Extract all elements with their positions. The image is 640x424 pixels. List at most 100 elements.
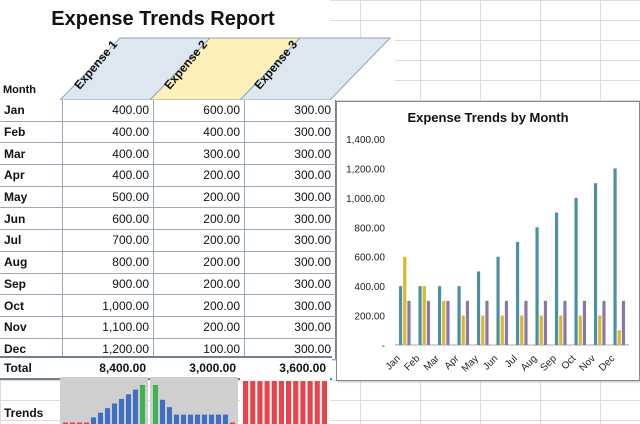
chart-bar[interactable] <box>515 242 520 345</box>
chart-bar[interactable] <box>617 330 621 345</box>
expense-1-cell[interactable]: 1,000.00 <box>62 294 154 317</box>
expense-3-cell[interactable]: 300.00 <box>244 316 336 339</box>
chart-bar[interactable] <box>418 286 422 345</box>
total-expense-2[interactable]: 3,000.00 <box>189 361 236 375</box>
chart-bar[interactable] <box>543 300 548 345</box>
expense-3-header[interactable]: Expense 3 <box>238 37 420 101</box>
chart-bar[interactable] <box>403 256 407 345</box>
expense-1-cell[interactable]: 1,100.00 <box>62 316 154 339</box>
chart-bar[interactable] <box>598 315 602 345</box>
total-label: Total <box>4 361 32 375</box>
chart-bar[interactable] <box>481 315 485 345</box>
chart-bar[interactable] <box>574 197 578 345</box>
chart-bar[interactable] <box>465 300 470 345</box>
x-tick-label: Jan <box>384 353 403 372</box>
expense-3-cell[interactable]: 300.00 <box>244 100 336 122</box>
month-cell: Jul <box>0 229 63 252</box>
chart-bar[interactable] <box>535 227 539 345</box>
expense-1-cell[interactable]: 800.00 <box>62 251 154 274</box>
chart-bar[interactable] <box>554 212 559 345</box>
expense-1-cell[interactable]: 500.00 <box>62 186 154 209</box>
sparkline-expense-3[interactable] <box>240 377 330 424</box>
chart-bar[interactable] <box>539 315 543 345</box>
expense-3-cell[interactable]: 300.00 <box>244 121 336 144</box>
table-row: Jul 700.00 200.00 300.00 <box>0 229 336 252</box>
expense-3-cell[interactable]: 300.00 <box>244 294 336 317</box>
expense-1-cell[interactable]: 400.00 <box>62 142 154 166</box>
expense-2-cell[interactable]: 400.00 <box>153 121 245 144</box>
sparkline-expense-1[interactable] <box>60 377 148 424</box>
chart-bar[interactable] <box>407 300 411 345</box>
chart-bar[interactable] <box>520 315 524 345</box>
expense-3-cell[interactable]: 300.00 <box>244 251 336 274</box>
expense-2-cell[interactable]: 200.00 <box>153 316 245 339</box>
chart-bar[interactable] <box>593 183 598 345</box>
expense-1-cell[interactable]: 400.00 <box>62 100 154 122</box>
expense-2-cell[interactable]: 200.00 <box>153 164 245 187</box>
expense-2-cell[interactable]: 100.00 <box>153 338 245 361</box>
chart-bar[interactable] <box>426 300 431 345</box>
chart-bar[interactable] <box>582 300 587 345</box>
expense-2-cell[interactable]: 200.00 <box>153 229 245 252</box>
expense-1-cell[interactable]: 400.00 <box>62 121 154 144</box>
expense-3-cell[interactable]: 300.00 <box>244 186 336 209</box>
chart-bar[interactable] <box>485 300 489 345</box>
chart-bar[interactable] <box>613 168 617 345</box>
expense-2-cell[interactable]: 600.00 <box>153 100 245 122</box>
chart-bar[interactable] <box>563 300 567 345</box>
expense-3-cell[interactable]: 300.00 <box>244 164 336 187</box>
chart-bar[interactable] <box>578 315 582 345</box>
chart-bar[interactable] <box>437 286 442 345</box>
sparkline-bar <box>118 398 125 424</box>
expense-1-cell[interactable]: 600.00 <box>62 207 154 231</box>
expense-1-cell[interactable]: 700.00 <box>62 229 154 252</box>
expense-3-cell[interactable]: 300.00 <box>244 273 336 296</box>
month-header: Month <box>3 84 36 96</box>
chart-bar[interactable] <box>461 315 465 345</box>
chart-bar[interactable] <box>422 286 426 345</box>
sparkline-bar <box>278 381 284 424</box>
expense-3-cell[interactable]: 300.00 <box>244 207 336 231</box>
expense-2-cell[interactable]: 300.00 <box>153 142 245 166</box>
sparkline-expense-2[interactable] <box>150 377 238 424</box>
expense-2-cell[interactable]: 200.00 <box>153 251 245 274</box>
expense-2-cell[interactable]: 200.00 <box>153 273 245 296</box>
sparkline-bar <box>159 399 166 424</box>
y-tick-label: 1,200.00 <box>346 164 385 175</box>
table-row: Aug 800.00 200.00 300.00 <box>0 251 336 274</box>
chart-bar[interactable] <box>602 300 606 345</box>
chart-bar[interactable] <box>621 300 626 345</box>
x-tick-label: Feb <box>402 353 422 373</box>
chart-bar[interactable] <box>524 300 528 345</box>
total-expense-1[interactable]: 8,400.00 <box>99 361 146 375</box>
sparkline-bar <box>321 381 327 424</box>
sparkline-bar <box>307 381 313 424</box>
sparkline-bar <box>90 417 97 424</box>
total-expense-3[interactable]: 3,600.00 <box>279 361 326 375</box>
expense-2-cell[interactable]: 200.00 <box>153 186 245 209</box>
expense-chart[interactable]: Expense Trends by Month - 200.00 400.00 600… <box>336 101 640 381</box>
expense-2-cell[interactable]: 200.00 <box>153 207 245 231</box>
expense-2-cell[interactable]: 200.00 <box>153 294 245 317</box>
table-row: Apr 400.00 200.00 300.00 <box>0 164 336 187</box>
chart-bar[interactable] <box>476 271 481 345</box>
chart-bar[interactable] <box>500 315 504 345</box>
expense-1-cell[interactable]: 900.00 <box>62 273 154 296</box>
chart-bar[interactable] <box>442 300 446 345</box>
chart-bar[interactable] <box>496 256 500 345</box>
sparkline-bar <box>187 414 194 424</box>
chart-bar[interactable] <box>559 315 563 345</box>
chart-bar[interactable] <box>504 300 509 345</box>
chart-bar[interactable] <box>446 300 450 345</box>
expense-1-cell[interactable]: 400.00 <box>62 164 154 187</box>
chart-bar[interactable] <box>398 286 403 345</box>
expense-table: Jan 400.00 600.00 300.00 Feb 400.00 400.00 300.… <box>0 100 336 361</box>
y-tick-label: 400.00 <box>354 282 385 293</box>
y-tick-label: 200.00 <box>354 312 385 323</box>
x-tick-label: Aug <box>519 353 539 373</box>
month-cell: Mar <box>0 142 63 166</box>
expense-3-cell[interactable]: 300.00 <box>244 229 336 252</box>
chart-bar[interactable] <box>457 286 461 345</box>
sparkline-bar <box>314 381 320 424</box>
expense-3-cell[interactable]: 300.00 <box>244 142 336 166</box>
